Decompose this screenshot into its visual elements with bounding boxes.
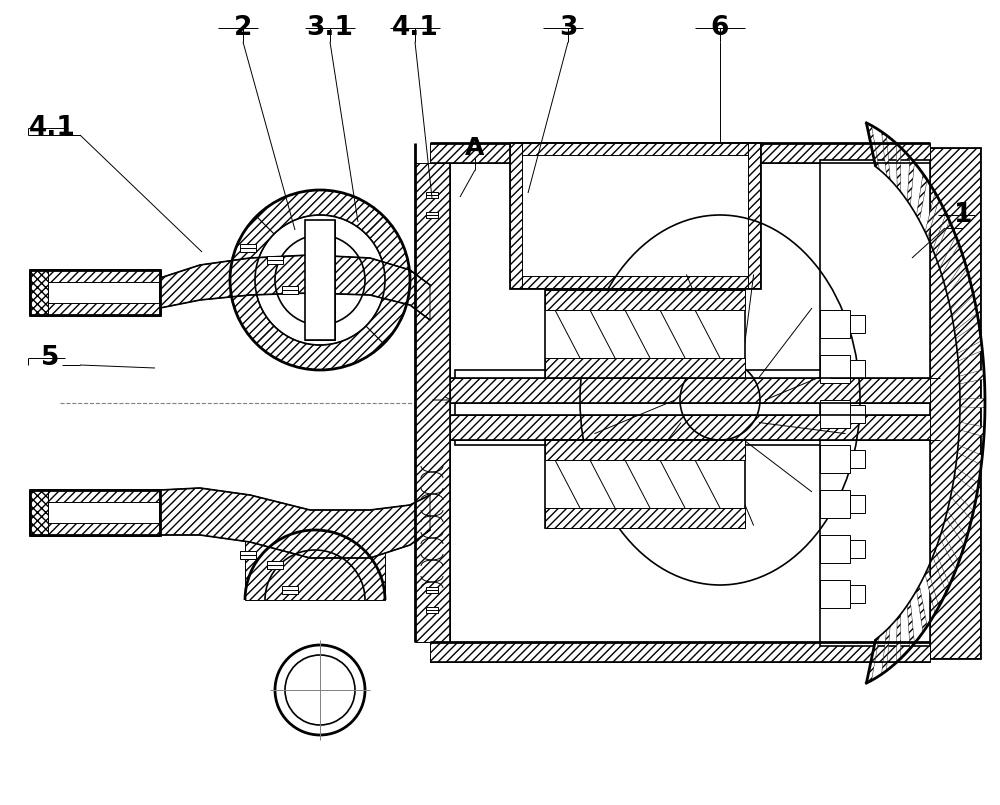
Text: 2: 2 bbox=[234, 15, 252, 41]
Polygon shape bbox=[959, 369, 984, 384]
Bar bbox=[450, 378, 930, 403]
Bar bbox=[240, 244, 256, 252]
Polygon shape bbox=[907, 601, 914, 649]
Polygon shape bbox=[866, 123, 879, 170]
Bar bbox=[30, 270, 48, 315]
Bar bbox=[430, 143, 930, 163]
Bar bbox=[267, 256, 283, 264]
Text: 1: 1 bbox=[954, 202, 972, 228]
Polygon shape bbox=[940, 531, 959, 570]
Bar bbox=[545, 358, 745, 378]
Bar bbox=[850, 360, 865, 378]
Bar bbox=[282, 286, 298, 294]
Bar bbox=[282, 586, 298, 594]
Bar bbox=[820, 160, 930, 646]
Bar bbox=[267, 561, 283, 569]
Text: 6: 6 bbox=[711, 15, 729, 41]
Polygon shape bbox=[960, 398, 985, 408]
Polygon shape bbox=[907, 157, 914, 205]
Bar bbox=[510, 276, 760, 288]
Bar bbox=[520, 153, 750, 278]
Text: A: A bbox=[465, 136, 485, 160]
Bar bbox=[305, 220, 335, 340]
Bar bbox=[820, 535, 850, 563]
Polygon shape bbox=[957, 341, 982, 361]
Bar bbox=[30, 490, 160, 535]
Polygon shape bbox=[366, 217, 410, 344]
Text: 4.1: 4.1 bbox=[392, 15, 438, 41]
Bar bbox=[820, 400, 850, 428]
Polygon shape bbox=[160, 255, 430, 320]
Polygon shape bbox=[916, 585, 927, 632]
Bar bbox=[850, 405, 865, 423]
Polygon shape bbox=[882, 626, 890, 675]
Bar bbox=[30, 490, 160, 502]
Polygon shape bbox=[946, 510, 967, 546]
Bar bbox=[426, 212, 438, 218]
Bar bbox=[820, 445, 850, 473]
Bar bbox=[850, 540, 865, 558]
Polygon shape bbox=[925, 568, 939, 613]
Text: 3.1: 3.1 bbox=[306, 15, 354, 41]
Bar bbox=[30, 270, 160, 282]
Bar bbox=[30, 490, 48, 535]
Bar bbox=[455, 370, 930, 445]
Bar bbox=[510, 143, 522, 288]
Bar bbox=[820, 355, 850, 383]
Bar bbox=[545, 440, 745, 528]
Polygon shape bbox=[959, 422, 984, 436]
Polygon shape bbox=[256, 326, 384, 370]
Bar bbox=[426, 192, 438, 198]
Bar bbox=[850, 450, 865, 468]
Bar bbox=[850, 495, 865, 513]
Polygon shape bbox=[951, 489, 974, 520]
Polygon shape bbox=[882, 132, 890, 180]
Bar bbox=[30, 523, 160, 535]
Bar bbox=[820, 580, 850, 608]
Bar bbox=[545, 290, 745, 310]
Polygon shape bbox=[256, 190, 384, 234]
Bar bbox=[510, 143, 760, 155]
Bar bbox=[820, 490, 850, 518]
Polygon shape bbox=[933, 551, 949, 592]
Bar bbox=[240, 551, 256, 559]
Bar bbox=[850, 585, 865, 603]
Bar bbox=[820, 310, 850, 338]
Polygon shape bbox=[933, 213, 949, 256]
Polygon shape bbox=[866, 637, 879, 683]
Bar bbox=[930, 148, 980, 658]
Polygon shape bbox=[925, 192, 939, 237]
Polygon shape bbox=[160, 488, 430, 558]
Text: 3: 3 bbox=[559, 15, 577, 41]
Polygon shape bbox=[230, 217, 274, 344]
Bar bbox=[450, 415, 930, 440]
Text: 4.1: 4.1 bbox=[29, 115, 75, 141]
Bar bbox=[245, 530, 385, 600]
Bar bbox=[930, 148, 980, 658]
Polygon shape bbox=[940, 236, 959, 275]
Bar bbox=[426, 587, 438, 593]
Bar bbox=[545, 508, 745, 528]
Bar bbox=[415, 163, 450, 642]
Polygon shape bbox=[946, 261, 967, 295]
Polygon shape bbox=[916, 174, 927, 221]
Polygon shape bbox=[955, 313, 979, 339]
Polygon shape bbox=[896, 614, 901, 663]
Bar bbox=[510, 143, 760, 288]
Bar bbox=[430, 642, 930, 662]
Bar bbox=[545, 290, 745, 378]
Bar bbox=[30, 270, 160, 315]
Bar bbox=[545, 440, 745, 460]
Polygon shape bbox=[955, 468, 979, 493]
Bar bbox=[305, 220, 335, 340]
Polygon shape bbox=[951, 287, 974, 316]
Bar bbox=[850, 315, 865, 333]
Bar bbox=[748, 143, 760, 288]
Text: 5: 5 bbox=[41, 345, 59, 371]
Bar bbox=[426, 607, 438, 613]
Polygon shape bbox=[957, 445, 982, 465]
Polygon shape bbox=[896, 143, 901, 192]
Bar bbox=[30, 303, 160, 315]
